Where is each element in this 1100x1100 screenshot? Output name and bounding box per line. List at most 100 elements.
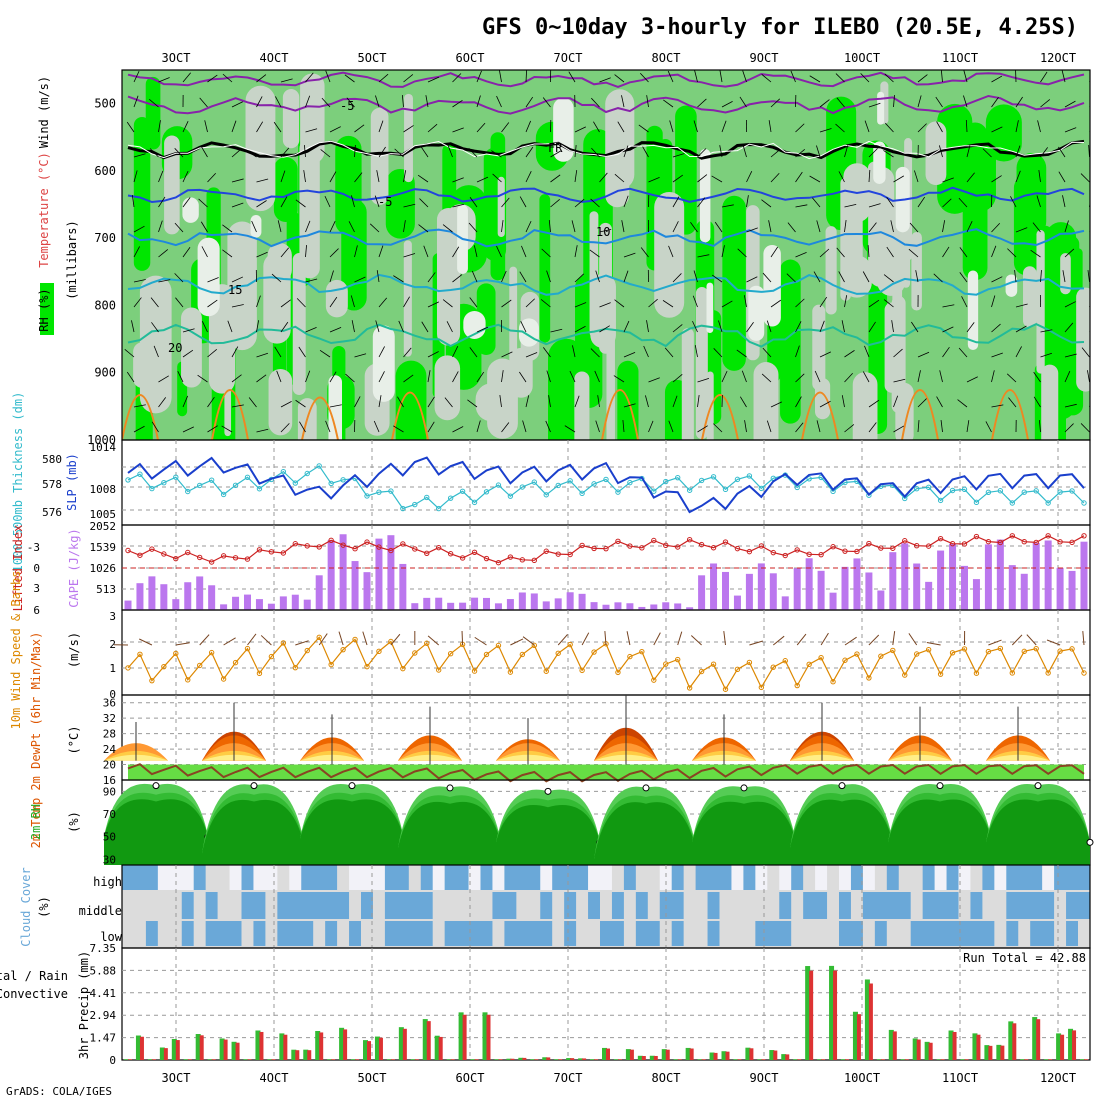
wind-barb bbox=[669, 120, 674, 133]
wind-barb bbox=[403, 296, 410, 308]
rh-hump bbox=[300, 799, 404, 865]
rh-hump bbox=[594, 802, 698, 865]
wind-barb bbox=[133, 246, 140, 258]
wind-barb bbox=[329, 270, 334, 283]
wind-barb bbox=[835, 123, 845, 133]
wind-barb bbox=[690, 222, 698, 233]
wind-barb bbox=[936, 121, 943, 133]
precip-total-bar bbox=[1056, 1033, 1062, 1060]
lifted-index-line bbox=[127, 535, 1085, 564]
wind-barb bbox=[501, 299, 512, 308]
cloud-cell bbox=[958, 921, 971, 946]
cloud-cell bbox=[277, 921, 290, 946]
chart-title: GFS 0~10day 3-hourly for ILEBO (20.5E, 4… bbox=[482, 15, 1078, 40]
cloud-cell bbox=[337, 892, 350, 919]
cloud-cell bbox=[850, 865, 864, 890]
precip-conv-bar bbox=[845, 1059, 849, 1060]
cape-bar bbox=[769, 573, 777, 610]
wind-barb bbox=[182, 170, 189, 183]
cloud-cell bbox=[372, 921, 386, 946]
wind-speed-line-point bbox=[961, 646, 968, 652]
wind-barb bbox=[133, 170, 138, 183]
lifted-index-line-point bbox=[902, 538, 908, 544]
wind-barb bbox=[942, 246, 950, 258]
wind-barb-10m bbox=[139, 638, 153, 646]
wind-barb bbox=[915, 270, 919, 283]
cape-bar bbox=[387, 535, 395, 610]
precip-conv-bar bbox=[390, 1059, 395, 1060]
rh-dry-patch bbox=[403, 240, 412, 357]
wind-speed-line-point bbox=[1009, 670, 1015, 676]
wind-barb bbox=[885, 122, 894, 133]
wind-barb bbox=[378, 395, 382, 408]
wind-barb bbox=[324, 195, 331, 208]
wind-barb bbox=[546, 270, 551, 283]
thickness-line-point bbox=[1081, 500, 1087, 506]
wind-barb bbox=[991, 352, 1003, 358]
wind-speed-line-point bbox=[161, 663, 167, 670]
wind-barb bbox=[917, 123, 927, 133]
thickness-line-point bbox=[304, 470, 310, 477]
wind-barb bbox=[1040, 329, 1053, 333]
wind-barb bbox=[1089, 331, 1090, 333]
precip-total-bar bbox=[613, 1059, 619, 1060]
wind-barb bbox=[427, 396, 435, 408]
thickness-line-point bbox=[197, 482, 203, 489]
cloud-cell bbox=[480, 865, 493, 890]
wind-barb bbox=[713, 423, 723, 433]
cloud-cell bbox=[791, 892, 804, 919]
lifted-index-line-point bbox=[424, 550, 430, 556]
precip-conv-bar bbox=[737, 1059, 742, 1060]
precip-conv-bar bbox=[402, 1028, 407, 1060]
wind-barb bbox=[501, 351, 513, 358]
cape-bar bbox=[662, 602, 670, 610]
wind-barb bbox=[574, 126, 587, 133]
thickness-line-point bbox=[579, 490, 585, 497]
precip-total-bar bbox=[374, 1036, 380, 1060]
precip-total-bar bbox=[171, 1039, 177, 1060]
wind-barb bbox=[1015, 325, 1027, 333]
cape-bar bbox=[232, 596, 240, 610]
wind-barb bbox=[911, 321, 919, 333]
wind-barb bbox=[844, 372, 853, 383]
wind-barb bbox=[917, 351, 930, 358]
wind-barb-10m bbox=[557, 634, 568, 646]
cloud-cell bbox=[528, 892, 541, 919]
wind-barb bbox=[1008, 397, 1017, 408]
thickness-line-point bbox=[208, 477, 215, 483]
precip-total-bar bbox=[410, 1059, 416, 1060]
wind-barb bbox=[275, 96, 282, 108]
wind-barb bbox=[201, 321, 208, 333]
cloud-cell bbox=[361, 865, 374, 890]
wind-barb bbox=[246, 150, 257, 158]
precip-total-bar bbox=[721, 1051, 727, 1060]
precip-tick: 1.47 bbox=[90, 1032, 117, 1045]
precip-total-bar bbox=[852, 1011, 858, 1060]
cloud-cell bbox=[874, 865, 888, 890]
wind-barb bbox=[697, 395, 700, 408]
cape-bar bbox=[160, 584, 168, 610]
wind-speed-line-point bbox=[185, 677, 191, 683]
cloud-cell bbox=[815, 865, 828, 890]
wind-barb bbox=[574, 198, 585, 208]
rh-dry-patch bbox=[436, 207, 461, 346]
wind-barb bbox=[476, 122, 486, 133]
wind-barb bbox=[550, 328, 563, 333]
cloud-cell bbox=[731, 921, 744, 946]
wind-speed-line-point bbox=[842, 657, 848, 663]
cape-bar bbox=[996, 539, 1004, 610]
wind-barb bbox=[126, 371, 135, 383]
wind-barb bbox=[719, 145, 723, 158]
wind-barb bbox=[499, 395, 502, 408]
rh-dry-patch bbox=[825, 226, 837, 315]
wind-barb bbox=[476, 326, 489, 333]
wind-barb bbox=[667, 70, 674, 83]
precip-conv-bar bbox=[271, 1059, 276, 1060]
date-label-bottom: 6OCT bbox=[456, 1071, 485, 1085]
wind-barb bbox=[374, 195, 380, 208]
temp-tick: 16 bbox=[103, 774, 116, 787]
wind-barb bbox=[638, 124, 649, 133]
wind-barb bbox=[1087, 370, 1090, 383]
precip-total-bar bbox=[518, 1057, 524, 1060]
wind-barb bbox=[149, 148, 159, 158]
